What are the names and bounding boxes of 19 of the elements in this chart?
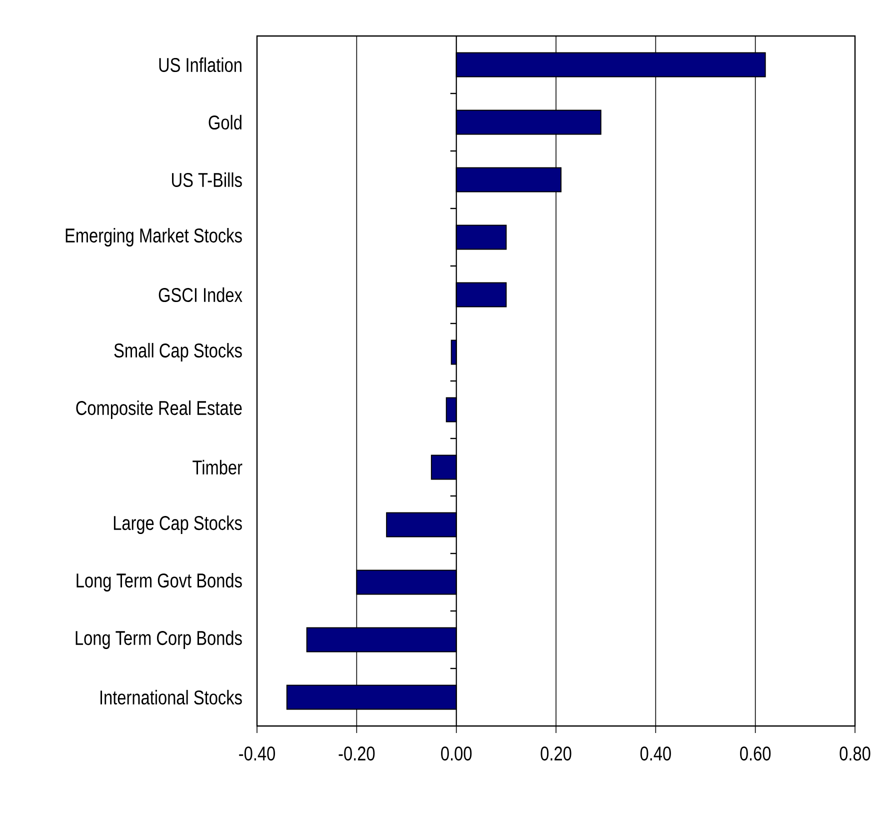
x-tick-label: 0.80 <box>840 746 870 761</box>
y-tick-label: Timber <box>192 460 242 475</box>
x-tick-label: 0.60 <box>740 746 771 761</box>
y-tick-label: Composite Real Estate <box>76 400 242 420</box>
y-tick-label: GSCI Index <box>158 287 242 302</box>
y-tick-label: Emerging Market Stocks <box>66 228 242 247</box>
x-tick-label: 0.00 <box>441 746 472 761</box>
y-tick-label: International Stocks <box>100 690 242 705</box>
x-tick-label: -0.20 <box>338 746 375 761</box>
y-tick-label: US T-Bills <box>172 172 242 188</box>
y-tick-label: Gold <box>208 114 242 130</box>
x-tick-label: 0.40 <box>640 746 671 761</box>
y-tick-label: US Inflation <box>159 57 242 72</box>
x-tick-label: 0.20 <box>540 746 572 761</box>
y-tick-label: Large Cap Stocks <box>114 515 242 534</box>
y-tick-label: Long Term Corp Bonds <box>76 630 242 650</box>
y-tick-label: Small Cap Stocks <box>114 342 242 362</box>
x-tick-label: -0.40 <box>239 746 275 761</box>
y-tick-label: Long Term Govt Bonds <box>76 572 242 592</box>
